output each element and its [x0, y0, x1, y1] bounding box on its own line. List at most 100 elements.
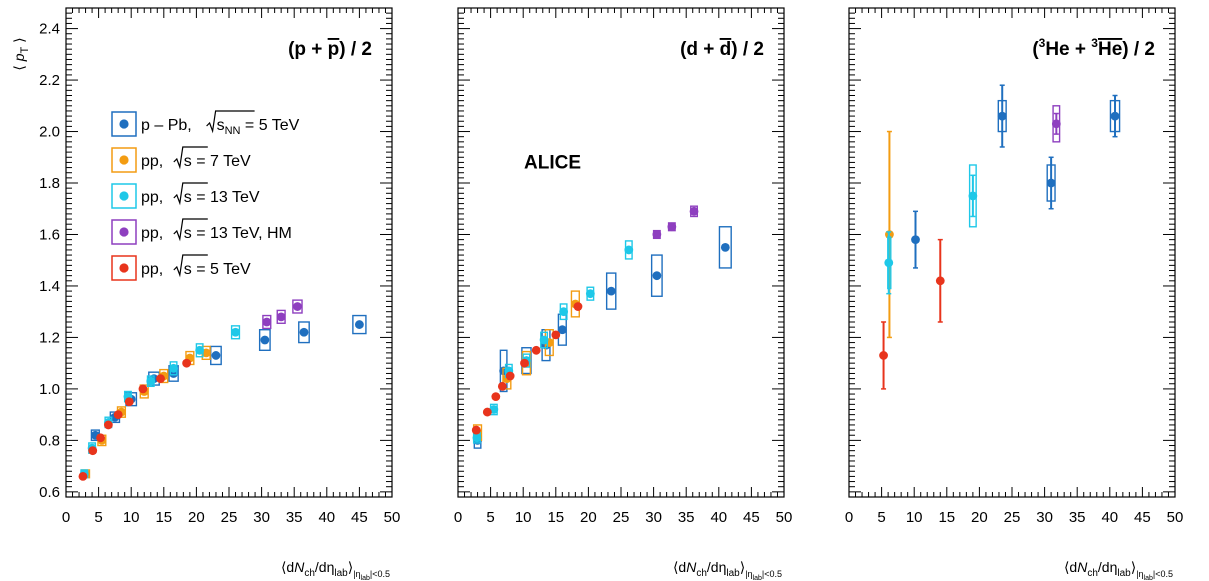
- data-point: [124, 397, 134, 407]
- data-point: [355, 320, 364, 329]
- legend-label: pp,: [141, 153, 163, 170]
- data-point: [497, 381, 507, 391]
- data-point: [559, 307, 569, 317]
- data-point: [491, 392, 501, 402]
- data-point: [884, 258, 894, 268]
- data-point: [182, 358, 192, 368]
- y-tick-label: 1.2: [39, 329, 60, 346]
- legend-marker: [119, 227, 129, 237]
- x-tick-label: 50: [776, 509, 793, 526]
- x-axis-label: ⟨dNch/dηlab⟩|ηlab|<0.5: [281, 559, 390, 581]
- data-point: [551, 330, 561, 340]
- syst-uncertainty-box: [650, 254, 663, 297]
- legend-label: pp,: [141, 189, 163, 206]
- x-tick-label: 15: [155, 509, 172, 526]
- x-tick-label: 15: [547, 509, 564, 526]
- y-tick-label: 2.2: [39, 72, 60, 89]
- data-point: [557, 325, 567, 335]
- data-point: [88, 446, 98, 456]
- data-point: [505, 371, 515, 381]
- y-tick-label: 1.8: [39, 175, 60, 192]
- x-tick-label: 20: [971, 509, 988, 526]
- legend-label-sqrt: s = 5 TeV: [184, 261, 251, 278]
- syst-uncertainty-box: [298, 321, 310, 344]
- y-tick-label: 1.6: [39, 226, 60, 243]
- legend-box-swatch: [111, 147, 137, 173]
- legend-label: pp,: [141, 261, 163, 278]
- x-tick-label: 35: [286, 509, 303, 526]
- legend-box-swatch: [111, 255, 137, 281]
- y-tick-label: 0.6: [39, 484, 60, 501]
- data-point: [652, 271, 662, 281]
- plot-frame: [457, 7, 785, 498]
- x-tick-label: 45: [351, 509, 368, 526]
- series-pp13HM: [1051, 105, 1061, 143]
- data-point: [652, 230, 662, 239]
- data-point: [262, 317, 272, 327]
- data-point: [879, 351, 888, 360]
- y-tick-label: 2.0: [39, 124, 60, 141]
- data-point: [997, 111, 1007, 121]
- x-tick-label: 30: [645, 509, 662, 526]
- syst-uncertainty-box: [258, 329, 271, 352]
- x-axis-label: ⟨dNch/dηlab⟩|ηlab|<0.5: [1064, 559, 1173, 581]
- series-pp5: [879, 238, 945, 390]
- data-point: [667, 222, 677, 232]
- syst-uncertainty-box: [352, 314, 367, 335]
- x-tick-label: 30: [253, 509, 270, 526]
- panel-title: (d + d) / 2: [680, 39, 764, 60]
- data-point: [260, 335, 270, 345]
- legend-entry-pp13HM: pp, s = 13 TeV, HM: [111, 218, 292, 245]
- legend-marker: [119, 155, 129, 165]
- legend-entry-pp13: pp, s = 13 TeV: [111, 182, 260, 209]
- x-tick-label: 25: [613, 509, 630, 526]
- panel-deuterons: 0 5 10 15 20 25 30 35 40 45 50 ⟨dNch/dηlab⟩|ηlab|<0…: [454, 7, 793, 581]
- x-tick-label: 20: [188, 509, 205, 526]
- alice-label: ALICE: [524, 152, 581, 173]
- x-tick-label: 50: [1167, 509, 1184, 526]
- data-point: [539, 335, 549, 345]
- data-point: [1051, 119, 1061, 129]
- data-point: [299, 327, 309, 337]
- series-pp13: [79, 325, 241, 479]
- legend-label: pp,: [141, 225, 163, 242]
- x-tick-label: 5: [94, 509, 102, 526]
- x-tick-label: 0: [454, 509, 462, 526]
- series-pp7: [80, 345, 211, 479]
- data-point: [138, 384, 148, 394]
- series-pp5: [471, 302, 583, 435]
- data-point: [573, 302, 583, 311]
- legend-marker: [119, 263, 129, 273]
- data-point: [103, 420, 113, 430]
- legend-label-sqrt: sNN = 5 TeV: [217, 117, 300, 137]
- y-tick-label: 1.4: [39, 278, 60, 295]
- x-tick-label: 0: [845, 509, 853, 526]
- series-pp13HM: [652, 205, 699, 240]
- data-point: [720, 242, 730, 252]
- x-tick-label: 0: [62, 509, 70, 526]
- data-point: [231, 327, 240, 337]
- x-tick-label: 45: [1134, 509, 1151, 526]
- data-point: [96, 433, 105, 443]
- data-point: [482, 407, 492, 417]
- data-point: [606, 286, 616, 296]
- syst-uncertainty-box: [292, 299, 303, 314]
- series-pp13: [884, 164, 978, 295]
- legend-marker: [119, 191, 129, 201]
- legend-label: p – Pb,: [141, 117, 192, 134]
- panel-protons: 0 5 10 15 20 25 30 35 40 45 50 0.6 0.8 1.0 1.2 1.4 1.6 1.…: [11, 7, 400, 581]
- x-tick-label: 45: [743, 509, 760, 526]
- sqrt-sign: [173, 146, 208, 170]
- data-point: [169, 363, 178, 373]
- data-point: [968, 191, 978, 201]
- data-point: [293, 302, 302, 311]
- panel-title: (3He + 3He) / 2: [1032, 36, 1155, 60]
- data-point: [1046, 178, 1056, 188]
- legend-box-swatch: [111, 183, 137, 209]
- legend-entry-pp7: pp, s = 7 TeV: [111, 146, 251, 173]
- panel-helium3: 0 5 10 15 20 25 30 35 40 45 50 ⟨dNch/dηlab⟩|ηlab|<0…: [845, 7, 1184, 581]
- legend-entry-pp5: pp, s = 5 TeV: [111, 254, 251, 281]
- data-point: [211, 351, 221, 360]
